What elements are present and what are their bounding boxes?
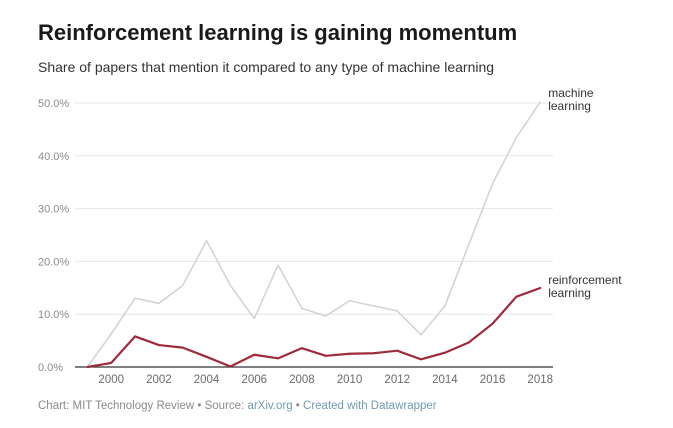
- footer-chart-credit: MIT Technology Review: [72, 400, 195, 412]
- series-lines: [86, 101, 542, 369]
- y-tick-label: 20.0%: [38, 256, 69, 268]
- x-tick-label: 2008: [289, 374, 315, 386]
- y-tick-label: 50.0%: [38, 98, 69, 110]
- reinforcement-learning-label-line: reinforcement: [548, 273, 622, 287]
- reinforcement-learning-label: reinforcement learning: [548, 273, 622, 300]
- y-tick-label: 10.0%: [38, 309, 69, 321]
- y-tick-label: 0.0%: [38, 362, 63, 374]
- gridlines: [75, 102, 553, 368]
- footer-separator: •: [292, 400, 304, 412]
- footer-source-link[interactable]: arXiv.org: [247, 400, 293, 412]
- y-tick-label: 40.0%: [38, 151, 69, 163]
- chart-footer: Chart: MIT Technology Review • Source: a…: [38, 400, 437, 412]
- chart-subtitle: Share of papers that mention it compared…: [38, 59, 495, 75]
- footer-source-prefix: Source:: [204, 400, 248, 412]
- machine-learning-label-line: machine: [548, 86, 594, 100]
- x-tick-label: 2000: [98, 374, 124, 386]
- chart-title: Reinforcement learning is gaining moment…: [38, 20, 518, 45]
- x-tick-label: 2004: [194, 374, 220, 386]
- y-tick-label: 30.0%: [38, 204, 69, 216]
- machine-learning-label-line: learning: [548, 99, 591, 113]
- x-tick-label: 2012: [384, 374, 410, 386]
- x-tick-label: 2016: [480, 374, 506, 386]
- x-axis-ticks: 2000 2002 2004 2006 2008 2010 2012 2014 2016 2018: [98, 374, 553, 386]
- y-axis-ticks: 0.0% 10.0% 20.0% 30.0% 40.0% 50.0%: [38, 98, 69, 374]
- x-tick-label: 2018: [527, 374, 553, 386]
- reinforcement-learning-label-line: learning: [548, 286, 591, 300]
- machine-learning-label: machine learning: [548, 86, 594, 113]
- reinforcement-learning-line: [86, 286, 542, 369]
- footer-separator: •: [194, 400, 205, 412]
- x-tick-label: 2014: [432, 374, 458, 386]
- x-tick-label: 2006: [241, 374, 267, 386]
- machine-learning-line: [86, 101, 542, 368]
- footer-datawrapper-link[interactable]: Created with Datawrapper: [303, 400, 437, 412]
- footer-chart-prefix: Chart:: [38, 400, 73, 412]
- x-tick-label: 2002: [146, 374, 172, 386]
- x-tick-label: 2010: [337, 374, 363, 386]
